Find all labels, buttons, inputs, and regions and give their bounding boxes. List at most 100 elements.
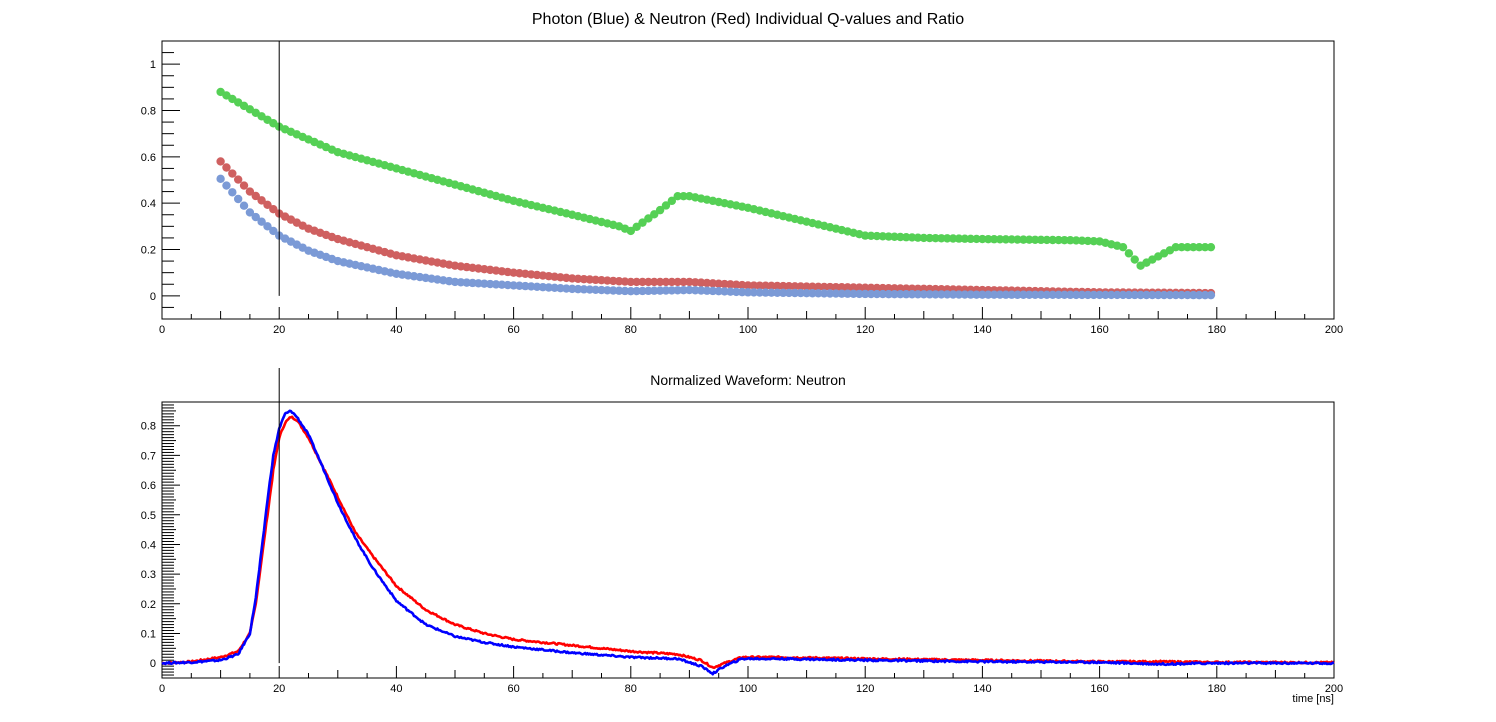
scatter-point [626,277,635,287]
scatter-point [1060,290,1069,300]
scatter-point [884,289,893,299]
scatter-point [1036,235,1046,245]
top-y-tick-label: 1 [150,59,156,71]
scatter-point [995,235,1005,244]
scatter-point [632,222,641,231]
bottom-y-tick-label: 0.4 [141,539,156,551]
scatter-point [831,289,841,298]
scatter-point [1083,290,1093,300]
scatter-point [1107,290,1116,300]
scatter-point [638,286,647,296]
scatter-point [239,201,249,210]
scatter-point [943,234,952,243]
scatter-point [878,289,887,299]
scatter-point [638,218,647,227]
scatter-point [755,288,764,297]
scatter-point [814,282,823,291]
scatter-point [796,282,805,291]
scatter-point [855,283,864,292]
bottom-y-tick-label: 0.8 [141,421,156,433]
scatter-point [245,208,255,217]
scatter-point [257,217,266,226]
scatter-point [667,277,677,287]
top-x-axis: 0 20 40 60 80 100 120 140 160 180 200 [159,307,1343,336]
scatter-point [984,290,993,299]
scatter-point [1101,290,1110,300]
scatter-point [960,290,970,299]
scatter-point [790,282,800,291]
scatter-point [216,157,225,166]
top-y-tick-label: 0.8 [141,106,156,118]
scatter-point [749,281,759,290]
bottom-y-tick-label: 0.3 [141,569,156,581]
scatter-point [1165,290,1175,300]
bottom-x-tick-label: 80 [625,683,637,695]
scatter-point [679,192,688,201]
bottom-x-tick-label: 200 [1325,683,1343,695]
scatter-point [825,282,835,292]
bottom-x-tick-label: 60 [507,683,519,695]
scatter-point [861,283,870,292]
scatter-point [1124,249,1134,258]
scatter-point [808,289,817,298]
scatter-point [837,289,846,298]
bottom-x-tick-label: 40 [390,683,402,695]
top-plot-frame [161,40,1335,320]
scatter-point [673,286,682,295]
scatter-point [1206,290,1216,300]
scatter-point [1048,290,1057,300]
scatter-point [954,290,964,299]
scatter-point [931,290,940,299]
bottom-plot-frame [161,401,1335,679]
scatter-point [667,286,677,295]
scatter-point [1019,235,1028,244]
scatter-point [872,283,882,293]
scatter-point [263,222,272,231]
scatter-point [1159,290,1169,300]
scatter-point [1118,290,1128,300]
scatter-point [679,285,688,295]
scatter-point [960,234,970,243]
scatter-point [943,290,952,299]
scatter-point [644,277,653,287]
scatter-point [989,235,999,244]
scatter-point [650,277,659,287]
scatter-point [644,286,653,296]
scatter-point [1077,290,1087,300]
scatter-point [257,196,266,205]
top-x-tick-label: 140 [973,324,991,336]
scatter-point [784,282,794,291]
scatter-point [1030,290,1040,299]
scatter-series-2 [216,174,1216,300]
bottom-panel: Normalized Waveform: Neutron 00.10.20.30… [141,368,1343,705]
bottom-x-tick-label: 0 [159,683,165,695]
scatter-point [872,289,882,299]
scatter-point [1189,242,1198,252]
top-x-tick-label: 180 [1208,324,1226,336]
scatter-point [1154,290,1163,300]
scatter-point [948,290,958,299]
bottom-x-axis: 0 20 40 60 80 100 120 140 160 180 200 [159,666,1343,695]
bottom-x-tick-label: 140 [973,683,991,695]
scatter-point [626,287,635,296]
scatter-point [667,196,677,206]
scatter-point [1177,290,1186,300]
scatter-point [890,289,899,299]
scatter-point [761,281,770,290]
scatter-point [1007,290,1016,299]
scatter-point [843,289,852,298]
scatter-point [937,290,946,299]
scatter-point [767,281,776,291]
scatter-point [954,234,964,243]
scatter-point [878,283,887,293]
bottom-y-axis: 0 0.1 0.2 0.3 0.4 0.5 0.6 0.7 0.8 [141,401,180,679]
scatter-point [1130,290,1139,300]
scatter-point [773,288,782,297]
bottom-x-tick-label: 120 [856,683,874,695]
bottom-y-tick-label: 0.7 [141,450,156,462]
top-y-tick-label: 0.2 [141,245,156,257]
scatter-point [661,277,671,287]
bottom-x-tick-label: 160 [1090,683,1108,695]
scatter-point [890,284,899,293]
